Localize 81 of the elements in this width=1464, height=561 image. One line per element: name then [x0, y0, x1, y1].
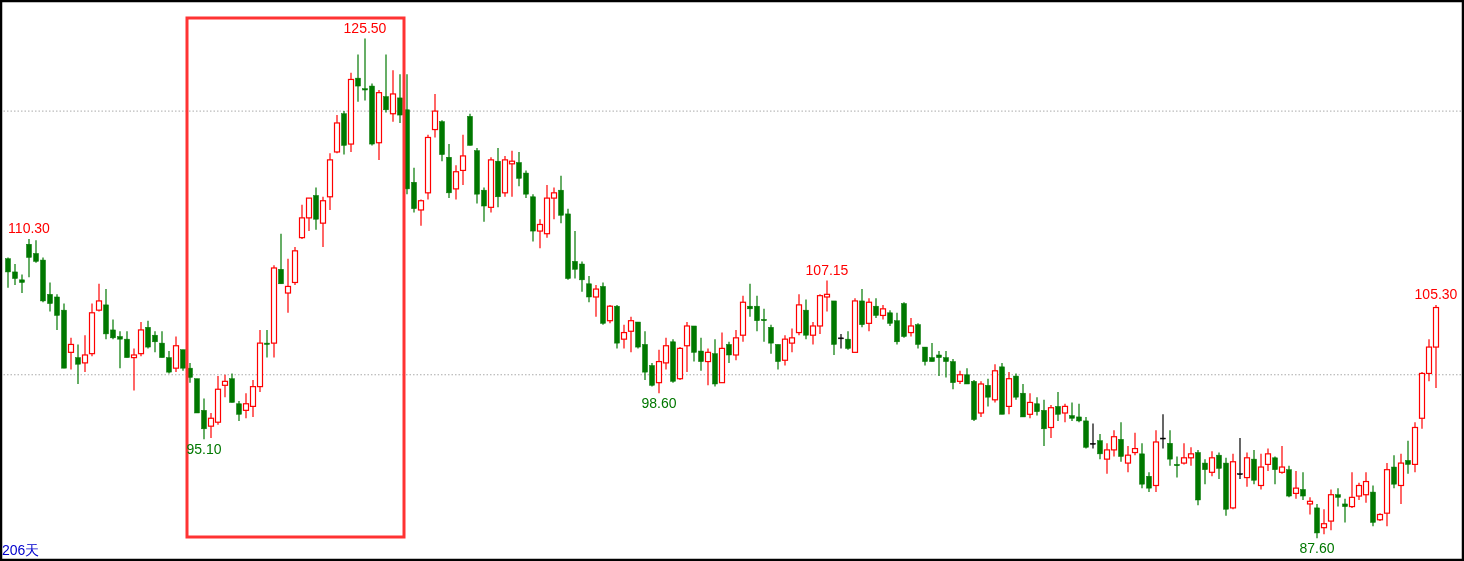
candlestick [1090, 422, 1096, 450]
candlestick [873, 297, 879, 319]
candlestick [431, 93, 439, 139]
candlestick [1237, 437, 1243, 480]
candlestick [264, 329, 270, 359]
candlestick [1131, 432, 1139, 456]
candlestick [1026, 392, 1034, 419]
candlestick [172, 335, 180, 373]
candlestick [95, 283, 103, 313]
annotation: 206天 [2, 542, 40, 558]
candlestick [1278, 445, 1286, 475]
candlestick [383, 53, 389, 114]
candlestick [1300, 471, 1306, 501]
candlestick [915, 322, 921, 349]
candlestick [775, 343, 781, 371]
candlestick [1391, 454, 1397, 489]
candlestick [1397, 453, 1405, 505]
annotation: 98.60 [641, 395, 677, 412]
candlestick [452, 164, 460, 201]
annotation: 125.50 [343, 19, 387, 36]
candlestick [592, 284, 600, 318]
candlestick [1335, 487, 1341, 508]
candlestick [586, 275, 592, 303]
candlestick [417, 198, 425, 227]
candlestick [606, 304, 614, 324]
candlestick [1124, 445, 1132, 473]
candlestick [1174, 455, 1180, 479]
candlestick [620, 324, 628, 349]
candlestick [627, 316, 635, 353]
annotation: 110.30 [8, 219, 51, 236]
candlestick [704, 347, 712, 386]
candlestick [1272, 455, 1278, 485]
candlestick [459, 134, 467, 186]
candlestick [1061, 403, 1069, 423]
candlestick [1257, 453, 1265, 491]
candlestick [355, 53, 361, 103]
candlestick [732, 329, 740, 361]
candlestick [1167, 429, 1173, 467]
candlestick [865, 297, 873, 332]
candlestick [19, 273, 25, 294]
candlestick [859, 288, 865, 328]
candlestick [1306, 496, 1314, 516]
candlestick [1251, 449, 1257, 485]
candlestick [1208, 450, 1216, 477]
annotation: 105.30 [1414, 285, 1458, 302]
candlestick [985, 378, 991, 407]
candlestick [1118, 421, 1124, 463]
candlestick [229, 372, 235, 404]
annotation: 107.15 [805, 261, 849, 278]
candlestick [907, 317, 915, 338]
candlestick [768, 324, 774, 355]
candlestick [313, 186, 319, 231]
candlestick [130, 347, 138, 392]
candlestick [726, 341, 732, 364]
candlestick [81, 334, 89, 373]
candlestick [1243, 451, 1251, 488]
candlestick [75, 343, 81, 385]
candlestick [67, 337, 75, 371]
candlestick [221, 374, 229, 398]
annotation: 87.60 [1299, 540, 1335, 557]
candlestick [838, 333, 844, 349]
candlestick [278, 233, 284, 285]
candlestick [180, 349, 186, 372]
candlestick [1055, 391, 1061, 422]
candlestick [683, 321, 691, 373]
candlestick [1097, 433, 1103, 460]
candlestick [1405, 440, 1411, 475]
candlestick [389, 69, 397, 123]
candlestick [1160, 413, 1166, 450]
candlestick [1047, 404, 1055, 439]
candlestick [1342, 498, 1348, 524]
candlestick [236, 400, 242, 422]
candlestick [1292, 470, 1300, 500]
candlestick [319, 196, 327, 248]
candlestick [284, 258, 292, 314]
candlestick [137, 321, 145, 357]
candlestick [1264, 447, 1272, 472]
candlestick [1348, 471, 1356, 509]
candlestick [397, 73, 403, 124]
candlestick [845, 330, 851, 351]
candlestick [1320, 508, 1328, 535]
